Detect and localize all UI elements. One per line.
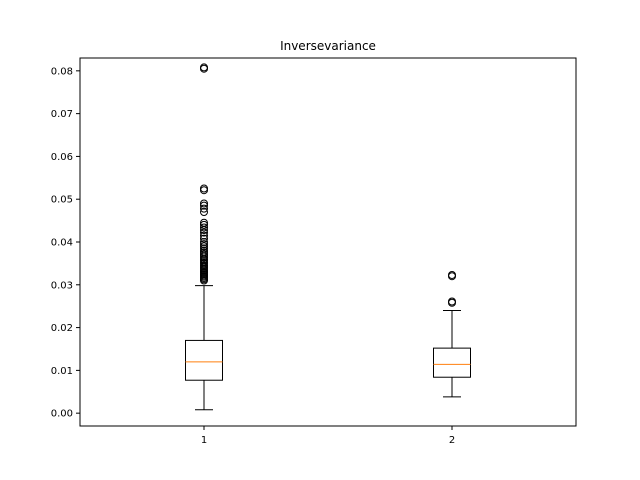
outlier-point	[200, 223, 208, 232]
outlier-point	[200, 242, 208, 251]
outlier-point	[200, 231, 208, 240]
chart-title: Inversevariance	[280, 39, 376, 53]
outlier-point	[448, 297, 456, 306]
outlier-point	[200, 246, 208, 255]
outlier-point	[200, 228, 208, 237]
y-tick-label: 0.01	[51, 366, 73, 377]
outlier-point	[200, 208, 208, 217]
outlier-point	[200, 186, 208, 195]
outlier-point	[200, 199, 208, 208]
box-1	[185, 63, 223, 411]
y-tick-label: 0.02	[51, 323, 73, 334]
outlier-point	[200, 184, 208, 193]
plot-area-frame	[79, 57, 577, 427]
outlier-point	[200, 244, 208, 253]
outlier-point	[200, 240, 208, 249]
y-tick-label: 0.04	[51, 238, 73, 249]
box-series	[185, 63, 471, 411]
y-tick-label: 0.00	[51, 409, 73, 420]
y-tick-label: 0.06	[51, 152, 73, 163]
outlier-point	[200, 204, 208, 213]
outlier-point	[200, 234, 208, 243]
iqr-box	[185, 339, 223, 381]
box-2	[433, 270, 471, 398]
y-tick-label: 0.07	[51, 109, 73, 120]
y-tick-label: 0.05	[51, 195, 73, 206]
x-tick-label: 1	[201, 435, 207, 446]
outlier-point	[200, 238, 208, 246]
y-tick-label: 0.08	[51, 66, 73, 77]
outlier-point	[448, 270, 456, 279]
x-tick-label: 2	[449, 435, 455, 446]
outlier-point	[200, 218, 208, 227]
outlier-point	[200, 63, 208, 72]
outlier-point	[200, 220, 208, 229]
y-tick-label: 0.03	[51, 280, 73, 291]
y-axis: 0.00 0.01 0.02 0.03 0.04 0.05 0.06 0.07 0.08	[51, 66, 80, 420]
outlier-point	[200, 201, 208, 210]
iqr-box	[433, 347, 471, 378]
